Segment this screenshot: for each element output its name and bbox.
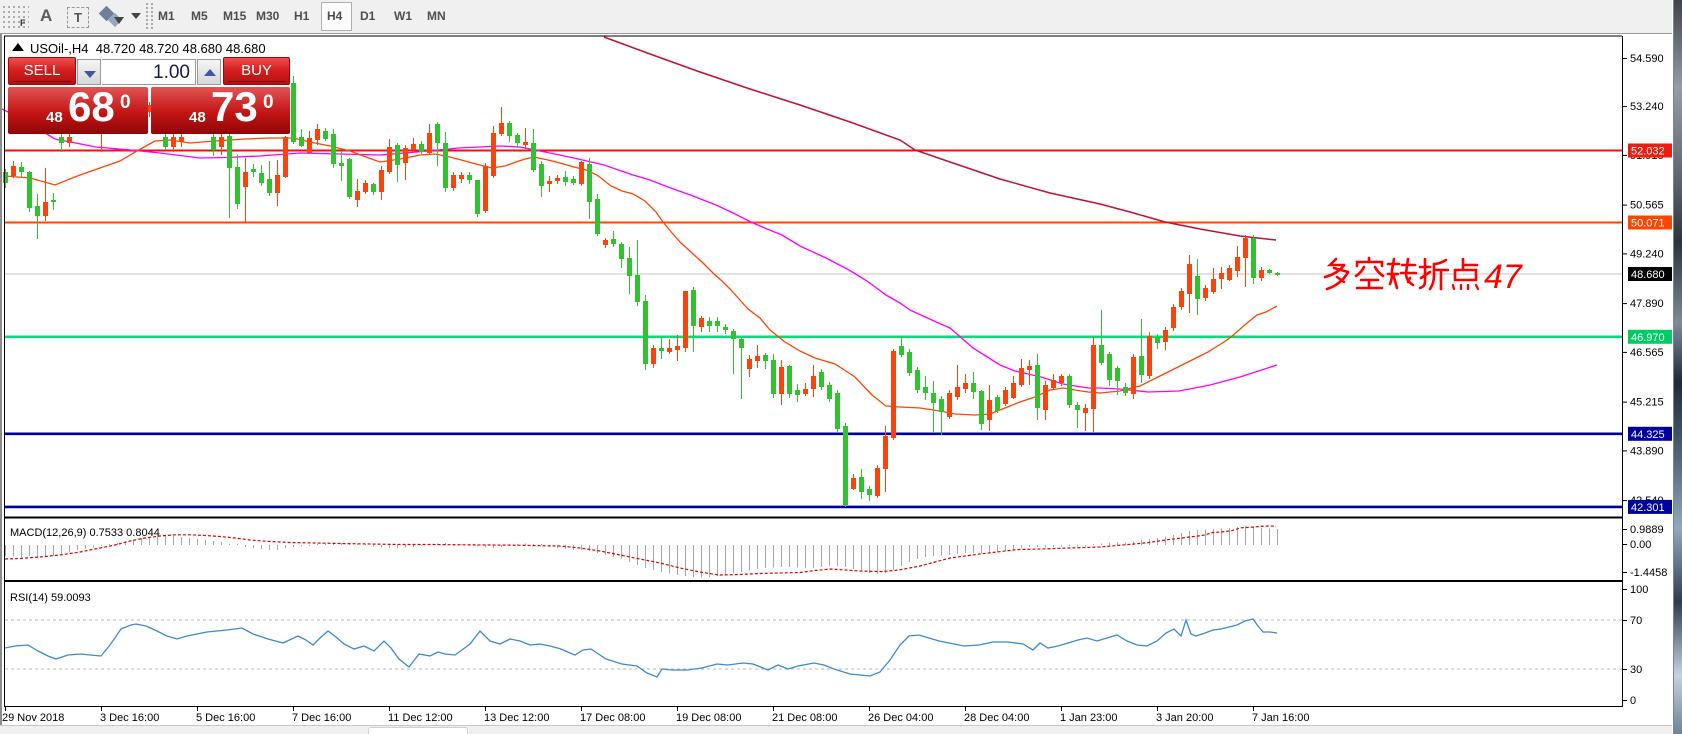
svg-text:0: 0	[1630, 695, 1636, 707]
svg-text:46.565: 46.565	[1630, 347, 1664, 359]
svg-text:50.565: 50.565	[1630, 200, 1664, 212]
svg-text:48.680: 48.680	[1631, 269, 1665, 281]
svg-text:0.00: 0.00	[1630, 539, 1651, 551]
svg-text:47.890: 47.890	[1630, 298, 1664, 310]
svg-text:28 Dec 04:00: 28 Dec 04:00	[964, 712, 1029, 724]
svg-text:44.325: 44.325	[1631, 429, 1665, 441]
svg-text:21 Dec 08:00: 21 Dec 08:00	[772, 712, 837, 724]
svg-text:42.301: 42.301	[1631, 502, 1665, 514]
svg-text:50.071: 50.071	[1631, 218, 1665, 230]
svg-text:MACD(12,26,9) 0.7533 0.8044: MACD(12,26,9) 0.7533 0.8044	[10, 527, 160, 539]
svg-text:46.970: 46.970	[1631, 332, 1665, 344]
svg-text:1 Jan 23:00: 1 Jan 23:00	[1060, 712, 1118, 724]
svg-text:17 Dec 08:00: 17 Dec 08:00	[580, 712, 645, 724]
svg-text:26 Dec 04:00: 26 Dec 04:00	[868, 712, 933, 724]
svg-text:30: 30	[1630, 664, 1642, 676]
svg-text:52.032: 52.032	[1631, 146, 1665, 158]
svg-text:29 Nov 2018: 29 Nov 2018	[2, 712, 64, 724]
svg-text:5 Dec 16:00: 5 Dec 16:00	[196, 712, 255, 724]
svg-text:47: 47	[1484, 258, 1523, 296]
svg-text:53.240: 53.240	[1630, 101, 1664, 113]
svg-text:7 Jan 16:00: 7 Jan 16:00	[1252, 712, 1310, 724]
svg-text:100: 100	[1630, 584, 1648, 596]
svg-text:13 Dec 12:00: 13 Dec 12:00	[484, 712, 549, 724]
svg-text:54.590: 54.590	[1630, 53, 1664, 65]
svg-text:RSI(14) 59.0093: RSI(14) 59.0093	[10, 592, 91, 604]
svg-text:3 Jan 20:00: 3 Jan 20:00	[1156, 712, 1214, 724]
svg-text:43.890: 43.890	[1630, 445, 1664, 457]
svg-text:-1.4458: -1.4458	[1630, 567, 1667, 579]
svg-text:19 Dec 08:00: 19 Dec 08:00	[676, 712, 741, 724]
svg-text:45.215: 45.215	[1630, 397, 1664, 409]
svg-text:3 Dec 16:00: 3 Dec 16:00	[100, 712, 159, 724]
svg-text:70: 70	[1630, 615, 1642, 627]
svg-text:0.9889: 0.9889	[1630, 524, 1664, 536]
svg-text:11 Dec 12:00: 11 Dec 12:00	[388, 712, 453, 724]
svg-text:7 Dec 16:00: 7 Dec 16:00	[292, 712, 351, 724]
svg-text:49.240: 49.240	[1630, 248, 1664, 260]
